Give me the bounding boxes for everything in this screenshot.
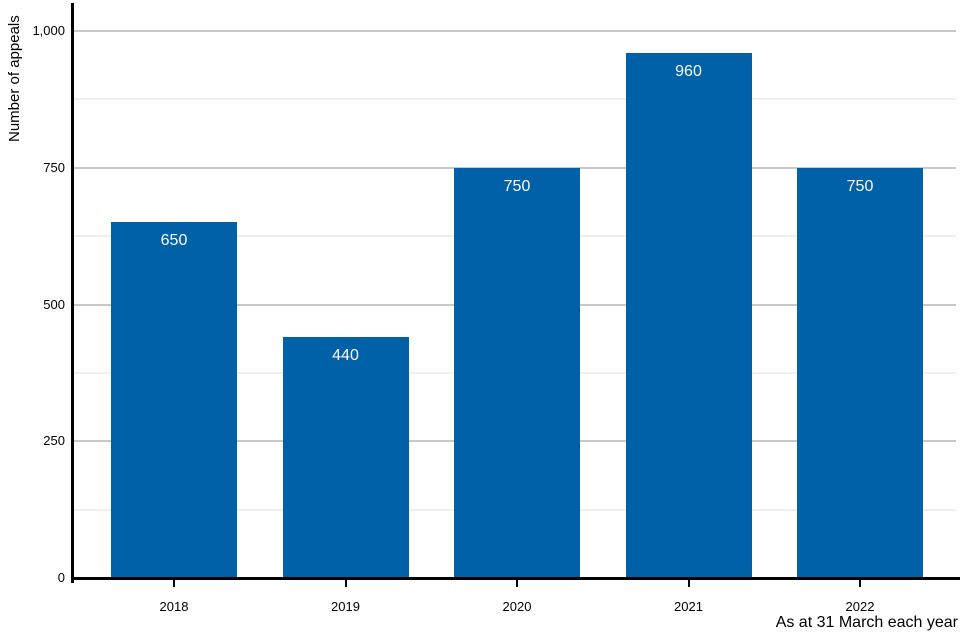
x-tick-label-2022: 2022 <box>845 599 875 614</box>
bar-value-label: 960 <box>675 62 702 80</box>
x-tick-mark <box>516 580 518 587</box>
x-tick-mark <box>173 580 175 587</box>
bar-value-label: 650 <box>160 232 188 250</box>
bar-2020: 750 <box>454 167 580 578</box>
bar-value-label: 750 <box>846 177 874 195</box>
x-tick-label-2021: 2021 <box>674 599 703 614</box>
bar-2022: 750 <box>797 167 923 578</box>
x-axis-caption: As at 31 March each year <box>775 614 958 631</box>
y-axis-line <box>71 3 74 583</box>
y-tick-label: 250 <box>43 433 65 449</box>
x-tick-label-2018: 2018 <box>159 599 189 614</box>
x-axis-line <box>71 577 960 580</box>
y-tick-label: 750 <box>43 159 65 175</box>
bar-2021: 960 <box>625 52 752 578</box>
bar-value-label: 440 <box>332 347 359 365</box>
y-tick-label: 0 <box>57 570 65 585</box>
x-tick-mark <box>687 580 690 587</box>
x-tick-label-2019: 2019 <box>331 599 360 614</box>
y-tick-label: 1,000 <box>32 23 65 38</box>
bar-2018: 650 <box>111 222 237 578</box>
x-tick-label-2020: 2020 <box>502 599 532 614</box>
minor-gridline <box>74 98 956 101</box>
major-gridline <box>74 30 956 32</box>
x-tick-mark <box>344 580 347 587</box>
y-tick-label: 500 <box>43 296 65 312</box>
bar-value-label: 750 <box>503 177 531 195</box>
x-tick-mark <box>859 580 861 587</box>
bar-2019: 440 <box>282 337 409 578</box>
